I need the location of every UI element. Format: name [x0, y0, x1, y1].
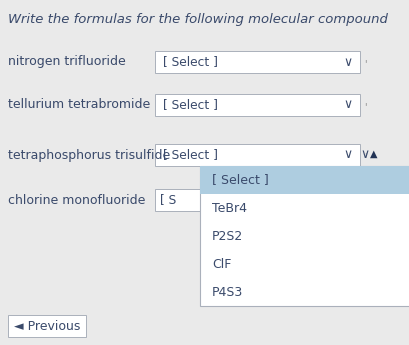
FancyBboxPatch shape — [200, 166, 409, 306]
Text: P4S3: P4S3 — [211, 286, 243, 298]
Text: ∨: ∨ — [343, 99, 352, 111]
Text: ◄ Previous: ◄ Previous — [14, 319, 80, 333]
Text: ': ' — [363, 102, 366, 112]
Text: ': ' — [363, 59, 366, 69]
Text: Write the formulas for the following molecular compound: Write the formulas for the following mol… — [8, 13, 387, 26]
Text: [ Select ]: [ Select ] — [163, 148, 218, 161]
Text: ': ' — [363, 152, 366, 162]
Text: tetraphosphorus trisulfide: tetraphosphorus trisulfide — [8, 148, 170, 161]
Text: P2S2: P2S2 — [211, 229, 243, 243]
FancyBboxPatch shape — [8, 315, 86, 337]
Text: nitrogen trifluoride: nitrogen trifluoride — [8, 56, 126, 69]
FancyBboxPatch shape — [155, 51, 359, 73]
Text: [ Select ]: [ Select ] — [163, 99, 218, 111]
Text: ▲: ▲ — [369, 149, 377, 159]
Text: [ S: [ S — [160, 194, 176, 207]
FancyBboxPatch shape — [155, 189, 200, 211]
Text: ∨: ∨ — [343, 56, 352, 69]
Text: TeBr4: TeBr4 — [211, 201, 246, 215]
Text: [ Select ]: [ Select ] — [211, 174, 268, 187]
Text: tellurium tetrabromide: tellurium tetrabromide — [8, 99, 150, 111]
Text: chlorine monofluoride: chlorine monofluoride — [8, 194, 145, 207]
Text: ∨: ∨ — [360, 148, 369, 161]
Text: [ Select ]: [ Select ] — [163, 56, 218, 69]
Text: ClF: ClF — [211, 257, 231, 270]
FancyBboxPatch shape — [200, 166, 409, 194]
FancyBboxPatch shape — [155, 94, 359, 116]
Text: ∨: ∨ — [343, 148, 352, 161]
FancyBboxPatch shape — [155, 144, 359, 166]
